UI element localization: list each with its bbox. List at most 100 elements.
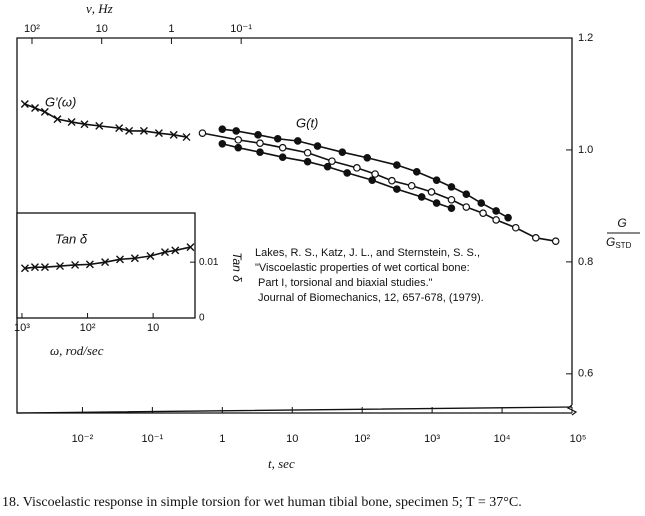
data-point bbox=[154, 129, 163, 138]
data-point bbox=[407, 181, 416, 190]
y-tick-label: 0 bbox=[199, 313, 205, 324]
data-point bbox=[393, 161, 401, 169]
data-point bbox=[532, 234, 540, 242]
data-point bbox=[432, 176, 441, 184]
x-tick-label: 10³ bbox=[14, 322, 30, 334]
x-tick-label: 10⁴ bbox=[494, 433, 511, 445]
data-point bbox=[371, 170, 379, 178]
x-tick-label: 10⁻² bbox=[72, 433, 94, 445]
data-point bbox=[338, 148, 347, 156]
y-tick-label: 1.0 bbox=[578, 144, 593, 156]
data-point bbox=[353, 164, 361, 172]
annotation: G′(ω) bbox=[45, 94, 76, 109]
x-tick-label: 10² bbox=[80, 322, 96, 334]
data-point bbox=[218, 139, 227, 148]
data-point bbox=[198, 129, 207, 137]
data-point bbox=[278, 143, 287, 152]
y-tick-label: 1.2 bbox=[578, 32, 593, 44]
data-point bbox=[186, 243, 195, 252]
series-line bbox=[222, 128, 509, 219]
x-tick-label: 10 bbox=[147, 322, 159, 334]
data-point bbox=[53, 115, 62, 124]
data-point bbox=[116, 255, 124, 264]
data-point bbox=[427, 188, 436, 196]
data-point bbox=[130, 254, 139, 263]
data-point bbox=[462, 203, 471, 211]
data-point bbox=[182, 133, 191, 142]
data-point bbox=[447, 204, 456, 212]
data-point bbox=[479, 209, 487, 217]
data-point bbox=[85, 260, 94, 269]
x2-axis-label: ν, Hz bbox=[86, 1, 113, 16]
x2-tick-label: 10 bbox=[96, 23, 108, 35]
data-point bbox=[95, 121, 104, 130]
data-point bbox=[67, 117, 76, 126]
data-point bbox=[343, 169, 351, 177]
x2-tick-label: 10⁻¹ bbox=[230, 23, 252, 35]
data-point bbox=[56, 262, 64, 271]
y-tick-label: 0.6 bbox=[578, 368, 593, 380]
data-point bbox=[447, 183, 456, 191]
data-point bbox=[256, 139, 264, 148]
data-point bbox=[417, 193, 426, 201]
data-point bbox=[40, 263, 49, 272]
data-point bbox=[40, 107, 49, 116]
data-point bbox=[492, 207, 500, 215]
x-tick-label: 10 bbox=[286, 433, 298, 445]
data-point bbox=[477, 199, 486, 207]
series-line bbox=[202, 132, 556, 242]
data-point bbox=[393, 185, 401, 193]
y-tick-label: 0.8 bbox=[578, 256, 593, 268]
data-point bbox=[101, 258, 110, 267]
x-tick-label: 10⁻¹ bbox=[142, 433, 164, 445]
data-point bbox=[511, 223, 520, 232]
data-point bbox=[115, 124, 124, 133]
data-point bbox=[254, 131, 262, 139]
data-point bbox=[551, 237, 560, 245]
data-point bbox=[504, 213, 512, 222]
data-point bbox=[234, 143, 243, 152]
y-axis-label-sub: STD bbox=[615, 241, 631, 250]
annotation: Part I, torsional and biaxial studies." bbox=[255, 277, 433, 289]
data-point bbox=[218, 125, 227, 134]
y-tick-label: 0.01 bbox=[199, 257, 219, 268]
y-axis-label: GSTD bbox=[606, 235, 632, 250]
x-axis-label: t, sec bbox=[268, 456, 295, 471]
data-point bbox=[146, 252, 155, 260]
x-tick-label: 10² bbox=[354, 433, 370, 445]
data-point bbox=[388, 176, 396, 185]
data-point bbox=[171, 246, 180, 255]
data-point bbox=[462, 190, 471, 198]
annotation: "Viscoelastic properties of wet cortical… bbox=[255, 262, 470, 274]
caption: 18. Viscoelastic response in simple tors… bbox=[2, 495, 522, 510]
data-point bbox=[368, 176, 376, 184]
data-point bbox=[31, 103, 40, 112]
data-point bbox=[313, 142, 322, 150]
data-point bbox=[169, 130, 178, 139]
data-point bbox=[363, 153, 372, 162]
x2-tick-label: 10² bbox=[24, 23, 40, 35]
data-point bbox=[492, 216, 500, 224]
x-tick-label: 10³ bbox=[424, 433, 440, 445]
data-point bbox=[328, 157, 336, 165]
data-point bbox=[273, 134, 282, 143]
data-point bbox=[139, 126, 148, 135]
data-point bbox=[80, 120, 89, 129]
data-point bbox=[323, 162, 332, 171]
data-point bbox=[278, 153, 287, 162]
y-axis-label: G bbox=[617, 216, 626, 230]
data-point bbox=[447, 195, 456, 204]
y-axis-label: Tan δ bbox=[230, 252, 244, 282]
x-axis-label: ω, rod/sec bbox=[50, 343, 104, 358]
x2-tick-label: 1 bbox=[168, 23, 174, 35]
data-point bbox=[30, 263, 39, 272]
data-point bbox=[412, 167, 421, 176]
y-axis-label-part: G bbox=[606, 235, 615, 249]
data-point bbox=[432, 199, 441, 207]
data-point bbox=[20, 264, 29, 273]
annotation: Journal of Biomechanics, 12, 657-678, (1… bbox=[255, 292, 484, 304]
axis-frame bbox=[16, 37, 573, 414]
data-point bbox=[293, 137, 302, 145]
data-point bbox=[303, 157, 312, 166]
